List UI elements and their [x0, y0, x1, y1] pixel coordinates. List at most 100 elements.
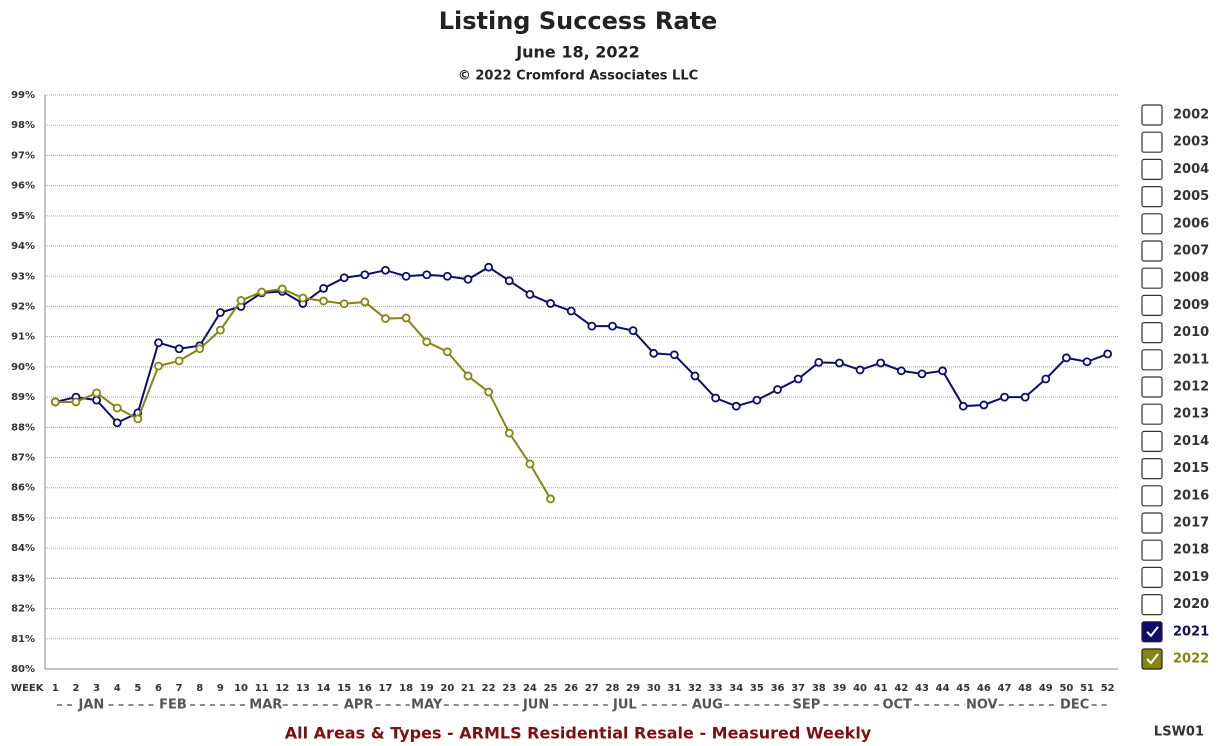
point — [277, 284, 287, 294]
legend-label[interactable]: 2008 — [1173, 271, 1209, 286]
legend-checkbox[interactable] — [1141, 349, 1163, 371]
legend-label[interactable]: 2022 — [1173, 652, 1209, 667]
x-tick-label: 21 — [461, 683, 475, 694]
legend-checkbox[interactable] — [1141, 539, 1163, 561]
check-mark — [1146, 626, 1159, 638]
x-tick-label: 2 — [72, 683, 79, 694]
legend-label[interactable]: 2017 — [1173, 516, 1209, 531]
point — [835, 358, 844, 368]
legend-checkbox[interactable] — [1141, 267, 1163, 289]
x-tick-label: 10 — [234, 683, 248, 694]
y-tick-label: 83% — [11, 573, 35, 584]
month-label: FEB — [159, 698, 187, 713]
point — [154, 361, 163, 371]
x-tick-label: 11 — [255, 683, 269, 694]
legend-label[interactable]: 2002 — [1173, 108, 1209, 123]
legend-checkbox[interactable] — [1141, 566, 1163, 589]
legend-label[interactable]: 2006 — [1173, 216, 1209, 231]
point — [1041, 374, 1051, 384]
footer: All Areas & Types - ARMLS Residential Re… — [285, 724, 872, 743]
legend-label[interactable]: 2010 — [1173, 325, 1209, 340]
y-tick-label: 97% — [11, 150, 35, 161]
x-tick-label: 13 — [296, 683, 310, 694]
legend-checkbox[interactable] — [1141, 430, 1163, 452]
x-tick-label: 36 — [771, 683, 785, 694]
x-tick-label: 39 — [832, 683, 846, 694]
legend-checkbox[interactable] — [1141, 458, 1163, 480]
month-label: AUG — [692, 698, 723, 713]
legend-label[interactable]: 2014 — [1173, 434, 1209, 449]
point — [92, 388, 101, 398]
x-tick-label: 44 — [936, 683, 950, 694]
point — [1082, 357, 1092, 367]
legend-label[interactable]: 2004 — [1173, 162, 1209, 177]
point — [484, 262, 494, 272]
point — [133, 414, 143, 424]
month-label: OCT — [882, 698, 912, 713]
legend-checkbox[interactable] — [1141, 512, 1163, 534]
legend-label[interactable]: 2018 — [1173, 543, 1209, 558]
legend-checkbox[interactable] — [1141, 621, 1163, 643]
legend-label[interactable]: 2011 — [1173, 352, 1209, 367]
legend-checkbox[interactable] — [1141, 131, 1163, 153]
x-tick-label: 42 — [894, 683, 908, 694]
point — [360, 297, 370, 307]
legend-checkbox[interactable] — [1141, 322, 1163, 344]
point — [855, 365, 865, 375]
legend-label[interactable]: 2019 — [1173, 570, 1209, 585]
x-tick-label: 31 — [667, 683, 681, 694]
point — [504, 428, 514, 438]
point — [731, 401, 741, 411]
point — [422, 337, 432, 347]
legend-label[interactable]: 2015 — [1173, 461, 1209, 476]
point — [236, 296, 246, 305]
legend-checkbox[interactable] — [1141, 213, 1163, 235]
legend-checkbox[interactable] — [1141, 485, 1163, 507]
legend-checkbox[interactable] — [1141, 104, 1163, 126]
legend-label[interactable]: 2013 — [1173, 407, 1209, 422]
legend-label[interactable]: 2020 — [1173, 597, 1209, 612]
legend-label[interactable]: 2003 — [1173, 135, 1209, 150]
point — [546, 299, 555, 308]
point — [381, 265, 390, 275]
legend-checkbox[interactable] — [1141, 376, 1163, 398]
point — [422, 270, 432, 280]
legend-checkbox[interactable] — [1141, 403, 1163, 425]
legend-checkbox[interactable] — [1141, 593, 1163, 616]
point — [690, 371, 700, 381]
point — [50, 397, 60, 407]
x-tick-label: 51 — [1080, 683, 1094, 694]
x-tick-label: 22 — [482, 683, 496, 694]
legend-checkbox[interactable] — [1141, 158, 1163, 180]
y-tick-label: 98% — [11, 120, 35, 131]
point — [649, 348, 659, 358]
legend-checkbox[interactable] — [1141, 186, 1163, 208]
point — [484, 387, 494, 397]
legend-label[interactable]: 2021 — [1173, 624, 1209, 639]
chart-code: LSW01 — [1154, 725, 1204, 740]
month-label: MAY — [411, 698, 443, 713]
legend-label[interactable]: 2012 — [1173, 380, 1209, 395]
y-tick-label: 93% — [11, 271, 35, 282]
legend-label[interactable]: 2016 — [1173, 488, 1209, 503]
legend-checkbox[interactable] — [1141, 294, 1163, 316]
y-tick-label: 96% — [11, 181, 35, 192]
copyright: © 2022 Cromford Associates LLC — [458, 69, 698, 84]
point — [339, 299, 349, 309]
legend-label[interactable]: 2005 — [1173, 189, 1209, 204]
legend-checkbox[interactable] — [1141, 240, 1163, 262]
legend-label[interactable]: 2009 — [1173, 298, 1209, 313]
point — [401, 313, 411, 323]
x-tick-label: 18 — [399, 683, 413, 694]
point — [504, 276, 514, 286]
x-tick-label: 38 — [812, 683, 826, 694]
x-tick-label: 19 — [420, 683, 434, 694]
x-tick-label: 5 — [134, 683, 141, 694]
x-tick-label: 37 — [791, 683, 805, 694]
legend-label[interactable]: 2007 — [1173, 244, 1209, 259]
legend-checkbox[interactable] — [1141, 648, 1163, 670]
x-tick-label: 14 — [317, 683, 331, 694]
y-tick-label: 95% — [11, 211, 35, 222]
point — [566, 306, 576, 316]
